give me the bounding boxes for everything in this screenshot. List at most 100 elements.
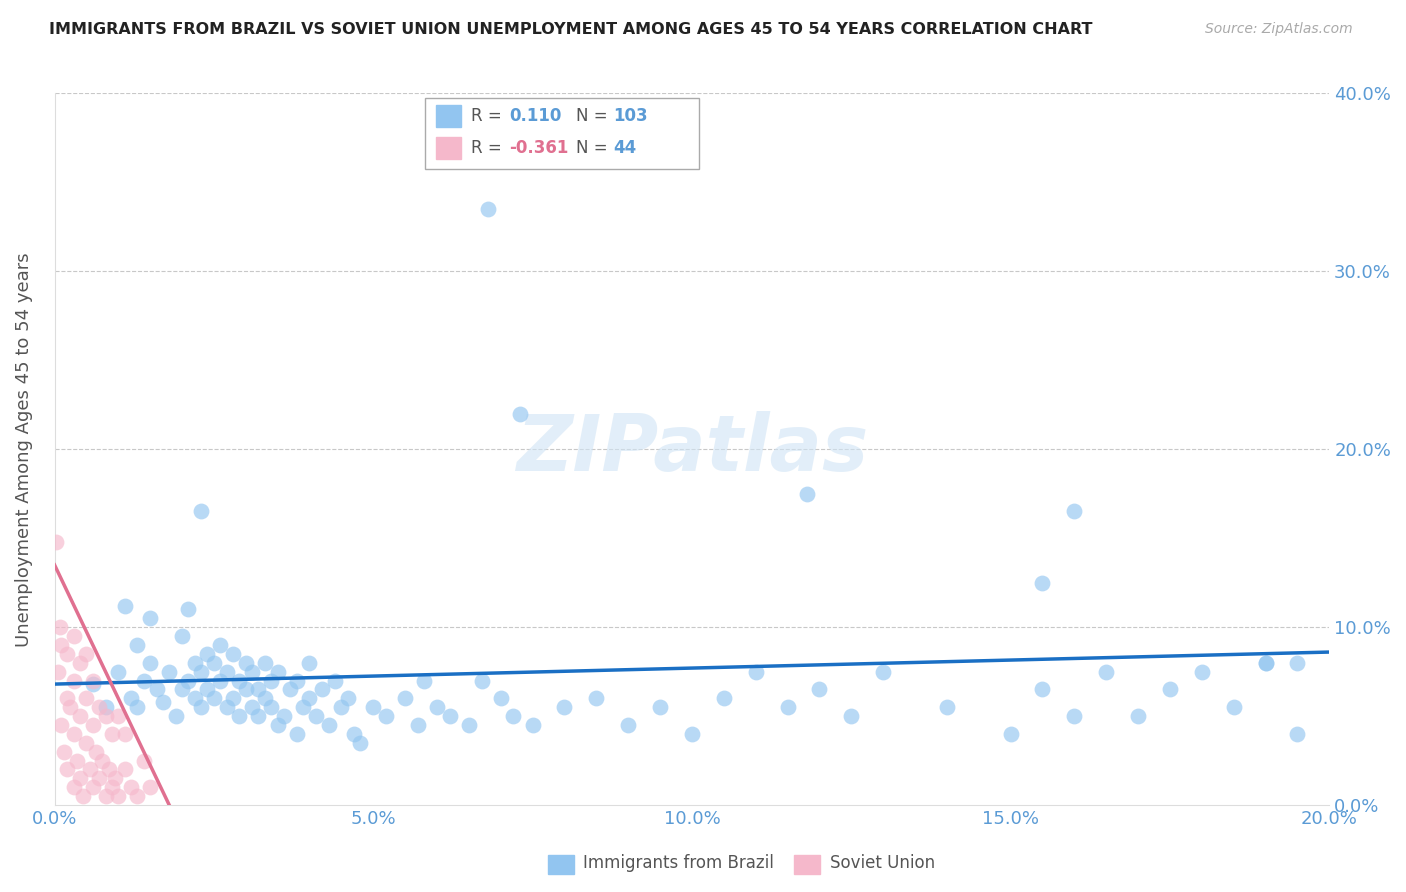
- Point: [406, 718, 429, 732]
- Point: [260, 700, 283, 714]
- Text: Soviet Union: Soviet Union: [830, 855, 935, 872]
- Point: [82, 718, 104, 732]
- Text: R =: R =: [471, 107, 502, 125]
- Point: [91, 754, 114, 768]
- Point: [426, 700, 449, 714]
- Point: [305, 709, 328, 723]
- Point: [935, 700, 957, 714]
- Point: [240, 665, 263, 679]
- Point: [457, 718, 479, 732]
- Point: [1063, 709, 1085, 723]
- Point: [522, 718, 544, 732]
- Point: [1254, 656, 1277, 670]
- Point: [97, 763, 120, 777]
- Point: [184, 656, 207, 670]
- Point: [209, 638, 232, 652]
- Point: [323, 673, 346, 688]
- Point: [72, 789, 94, 804]
- Point: [266, 665, 288, 679]
- Point: [94, 709, 117, 723]
- Point: [1286, 656, 1309, 670]
- Point: [69, 656, 91, 670]
- Point: [681, 727, 703, 741]
- Point: [53, 745, 76, 759]
- Point: [1063, 504, 1085, 518]
- Point: [107, 789, 129, 804]
- Point: [375, 709, 398, 723]
- Point: [49, 638, 72, 652]
- Point: [1000, 727, 1022, 741]
- Point: [49, 718, 72, 732]
- Point: [209, 673, 232, 688]
- Point: [713, 691, 735, 706]
- Point: [439, 709, 461, 723]
- Point: [247, 709, 270, 723]
- Point: [260, 673, 283, 688]
- Point: [56, 691, 79, 706]
- Point: [222, 647, 245, 661]
- Point: [1286, 727, 1309, 741]
- Point: [253, 691, 276, 706]
- Point: [75, 736, 97, 750]
- Point: [349, 736, 371, 750]
- Point: [139, 611, 162, 625]
- Point: [84, 745, 107, 759]
- Text: Source: ZipAtlas.com: Source: ZipAtlas.com: [1205, 22, 1353, 37]
- Point: [273, 709, 295, 723]
- Point: [502, 709, 524, 723]
- Point: [215, 665, 238, 679]
- Point: [1254, 656, 1277, 670]
- Point: [82, 673, 104, 688]
- Point: [157, 665, 180, 679]
- Point: [285, 727, 308, 741]
- Point: [132, 673, 155, 688]
- Point: [808, 682, 831, 697]
- Point: [197, 682, 219, 697]
- Point: [177, 673, 200, 688]
- Point: [285, 673, 308, 688]
- Point: [170, 682, 193, 697]
- Point: [107, 709, 129, 723]
- Point: [45, 534, 67, 549]
- Point: [132, 754, 155, 768]
- Point: [280, 682, 302, 697]
- Point: [190, 504, 212, 518]
- Point: [202, 656, 225, 670]
- Point: [394, 691, 416, 706]
- Point: [170, 629, 193, 643]
- Point: [361, 700, 384, 714]
- Text: 0.110: 0.110: [509, 107, 561, 125]
- Point: [343, 727, 366, 741]
- Point: [62, 727, 84, 741]
- Point: [1222, 700, 1244, 714]
- Text: IMMIGRANTS FROM BRAZIL VS SOVIET UNION UNEMPLOYMENT AMONG AGES 45 TO 54 YEARS CO: IMMIGRANTS FROM BRAZIL VS SOVIET UNION U…: [49, 22, 1092, 37]
- Point: [202, 691, 225, 706]
- Point: [120, 691, 142, 706]
- Point: [127, 700, 149, 714]
- Point: [62, 673, 84, 688]
- Text: N =: N =: [576, 139, 607, 157]
- Point: [107, 665, 129, 679]
- Point: [101, 727, 124, 741]
- Point: [872, 665, 894, 679]
- Point: [776, 700, 799, 714]
- Point: [56, 763, 79, 777]
- Point: [1159, 682, 1181, 697]
- Point: [228, 673, 250, 688]
- Point: [215, 700, 238, 714]
- Point: [79, 763, 101, 777]
- Point: [75, 647, 97, 661]
- Point: [1031, 575, 1053, 590]
- Point: [292, 700, 315, 714]
- Point: [744, 665, 766, 679]
- Point: [89, 772, 111, 786]
- Point: [56, 647, 79, 661]
- Point: [489, 691, 512, 706]
- Point: [145, 682, 167, 697]
- Point: [48, 620, 70, 634]
- Point: [59, 700, 82, 714]
- Point: [648, 700, 671, 714]
- Point: [266, 718, 288, 732]
- Point: [152, 695, 174, 709]
- Text: N =: N =: [576, 107, 607, 125]
